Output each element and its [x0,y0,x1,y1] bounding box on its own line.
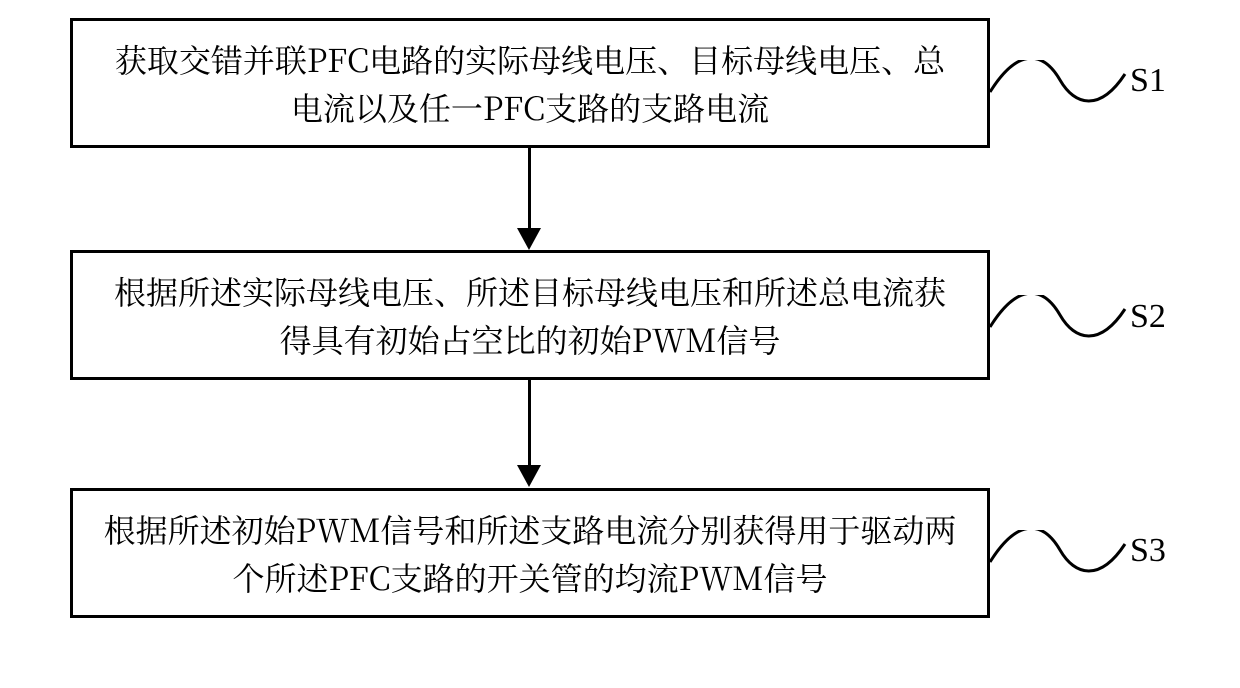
arrow-head-1 [517,228,541,250]
step-label-s2: S2 [1130,298,1166,336]
arrow-head-2 [517,465,541,487]
step-label-s1: S1 [1130,62,1166,100]
arrow-line-1 [528,148,531,228]
step-label-s3: S3 [1130,532,1166,570]
tilde-path-s3 [990,530,1125,571]
flowchart-container: 获取交错并联PFC电路的实际母线电压、目标母线电压、总电流以及任一PFC支路的支… [0,0,1240,688]
step-text-s1: 获取交错并联PFC电路的实际母线电压、目标母线电压、总电流以及任一PFC支路的支… [103,35,957,131]
connector-tilde-s2 [990,295,1130,350]
connector-tilde-s3 [990,530,1130,585]
step-text-s2: 根据所述实际母线电压、所述目标母线电压和所述总电流获得具有初始占空比的初始PWM… [103,267,957,363]
tilde-path-s1 [990,60,1125,101]
step-box-s3: 根据所述初始PWM信号和所述支路电流分别获得用于驱动两个所述PFC支路的开关管的… [70,488,990,618]
step-text-s3: 根据所述初始PWM信号和所述支路电流分别获得用于驱动两个所述PFC支路的开关管的… [103,505,957,601]
connector-tilde-s1 [990,60,1130,115]
arrow-line-2 [528,380,531,465]
step-box-s2: 根据所述实际母线电压、所述目标母线电压和所述总电流获得具有初始占空比的初始PWM… [70,250,990,380]
tilde-path-s2 [990,295,1125,336]
step-box-s1: 获取交错并联PFC电路的实际母线电压、目标母线电压、总电流以及任一PFC支路的支… [70,18,990,148]
